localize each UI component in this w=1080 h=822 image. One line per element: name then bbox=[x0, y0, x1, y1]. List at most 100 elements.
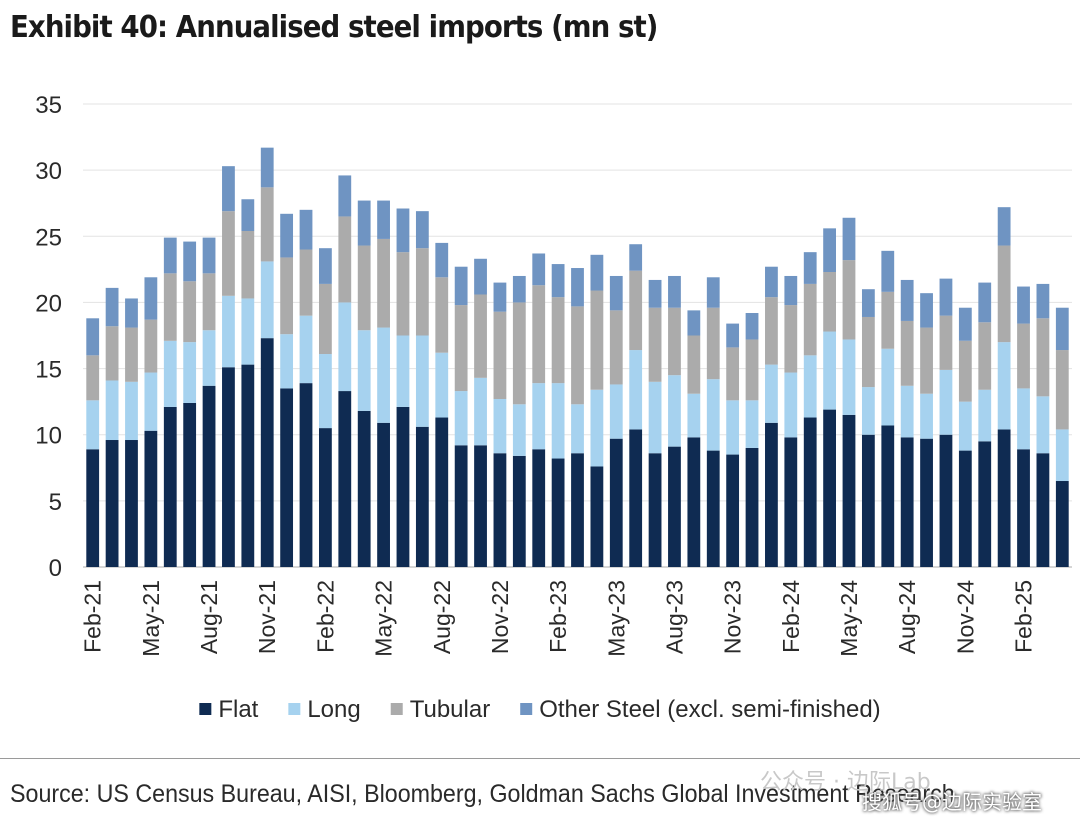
bar-segment-tubular bbox=[958, 340, 972, 402]
bar-segment-other bbox=[687, 310, 701, 336]
bar-segment-other bbox=[900, 279, 914, 321]
bar-segment-long bbox=[571, 404, 584, 454]
bar-segment-tubular bbox=[163, 273, 177, 341]
bar-segment-tubular bbox=[823, 272, 836, 332]
bar-segment-flat bbox=[939, 434, 953, 567]
bar-segment-other bbox=[280, 213, 294, 258]
bar-segment-other bbox=[706, 277, 720, 308]
bar-segment-tubular bbox=[706, 307, 720, 380]
bar-segment-long bbox=[958, 401, 972, 451]
bar-segment-long bbox=[435, 352, 449, 418]
bar-segment-flat bbox=[648, 453, 662, 567]
bar-segment-long bbox=[532, 383, 546, 450]
bar-segment-tubular bbox=[338, 216, 352, 303]
bar-segment-tubular bbox=[357, 245, 371, 331]
x-tick-label: Feb-21 bbox=[80, 580, 106, 653]
bar-segment-flat bbox=[241, 364, 255, 567]
x-tick-label: Feb-22 bbox=[312, 580, 338, 653]
y-tick-label: 10 bbox=[35, 423, 62, 450]
x-tick-label: Aug-22 bbox=[429, 580, 455, 654]
bar-segment-long bbox=[474, 377, 487, 446]
bar-segment-tubular bbox=[1055, 350, 1069, 430]
bar-segment-flat bbox=[784, 437, 798, 567]
bar-segment-tubular bbox=[765, 297, 778, 365]
x-tick-label: May-24 bbox=[836, 580, 862, 657]
bar-segment-long bbox=[551, 383, 565, 459]
bar-segment-tubular bbox=[125, 327, 138, 382]
bar-segment-other bbox=[881, 250, 895, 292]
bar-segment-flat bbox=[861, 434, 875, 567]
bar-segment-long bbox=[144, 372, 158, 431]
bar-segment-long bbox=[396, 335, 410, 407]
bar-segment-other bbox=[590, 254, 604, 291]
bar-segment-flat bbox=[706, 450, 720, 567]
bar-segment-tubular bbox=[280, 257, 294, 335]
bar-segment-flat bbox=[86, 449, 100, 567]
bar-segment-long bbox=[861, 387, 875, 435]
bar-segment-other bbox=[86, 318, 100, 356]
bar-segment-other bbox=[745, 313, 759, 340]
bar-segment-long bbox=[1017, 388, 1030, 450]
x-tick-label: Aug-24 bbox=[894, 580, 920, 654]
bar-segment-tubular bbox=[648, 307, 662, 382]
watermark-top: 公众号 · 边际Lab bbox=[760, 770, 931, 795]
bar-segment-tubular bbox=[861, 316, 875, 388]
bar-segment-flat bbox=[590, 466, 604, 567]
bars bbox=[86, 147, 1069, 567]
bar-segment-other bbox=[551, 264, 565, 298]
bar-segment-other bbox=[629, 244, 643, 271]
bar-segment-long bbox=[881, 348, 895, 426]
bar-segment-tubular bbox=[532, 285, 546, 384]
bar-segment-flat bbox=[222, 367, 235, 567]
bar-segment-long bbox=[105, 380, 119, 441]
bar-segment-long bbox=[978, 389, 992, 442]
bar-segment-long bbox=[280, 334, 294, 389]
bar-segment-long bbox=[357, 330, 371, 411]
bar-segment-other bbox=[415, 211, 429, 249]
bar-segment-other bbox=[202, 237, 216, 274]
legend-swatch bbox=[288, 703, 301, 715]
bar-segment-other bbox=[183, 241, 197, 282]
x-axis: Feb-21 May-21 Aug-21 Nov-21 Feb-22 May-22 Aug-… bbox=[80, 580, 1037, 657]
bar-segment-flat bbox=[474, 445, 487, 567]
bar-segment-flat bbox=[920, 438, 933, 567]
bar-segment-flat bbox=[842, 414, 856, 567]
bar-segment-flat bbox=[357, 410, 371, 567]
bar-segment-other bbox=[105, 287, 119, 327]
bar-segment-long bbox=[648, 381, 662, 454]
bar-segment-tubular bbox=[222, 211, 235, 296]
bar-segment-flat bbox=[532, 449, 546, 567]
bar-segment-other bbox=[299, 209, 313, 250]
bar-segment-long bbox=[668, 375, 681, 447]
bar-segment-other bbox=[609, 275, 623, 311]
bar-segment-flat bbox=[260, 338, 274, 567]
bar-segment-tubular bbox=[997, 245, 1011, 343]
bar-segment-flat bbox=[299, 383, 313, 567]
bar-segment-other bbox=[474, 258, 487, 295]
bar-segment-long bbox=[745, 400, 759, 448]
bar-segment-flat bbox=[415, 426, 429, 567]
bar-segment-flat bbox=[629, 429, 643, 567]
bar-segment-tubular bbox=[435, 277, 449, 353]
bar-segment-other bbox=[319, 248, 332, 284]
bar-segment-tubular bbox=[590, 290, 604, 390]
legend-swatch bbox=[390, 703, 403, 715]
bar-segment-flat bbox=[1055, 481, 1069, 567]
bar-segment-long bbox=[454, 391, 468, 446]
bar-segment-flat bbox=[454, 445, 468, 567]
bar-segment-tubular bbox=[454, 305, 468, 392]
y-tick-label: 0 bbox=[49, 555, 62, 582]
bar-segment-flat bbox=[551, 458, 565, 567]
bar-segment-flat bbox=[765, 422, 778, 567]
x-tick-label: Nov-21 bbox=[254, 580, 280, 654]
bar-segment-flat bbox=[571, 453, 584, 567]
x-tick-label: Feb-24 bbox=[778, 580, 804, 653]
bar-segment-long bbox=[222, 295, 235, 368]
x-tick-label: May-21 bbox=[138, 580, 164, 657]
bar-segment-other bbox=[338, 175, 352, 217]
bar-segment-tubular bbox=[493, 311, 507, 399]
legend-label: Flat bbox=[218, 696, 258, 723]
bar-segment-long bbox=[1055, 429, 1069, 482]
bar-segment-flat bbox=[125, 440, 138, 567]
bar-segment-tubular bbox=[881, 291, 895, 349]
